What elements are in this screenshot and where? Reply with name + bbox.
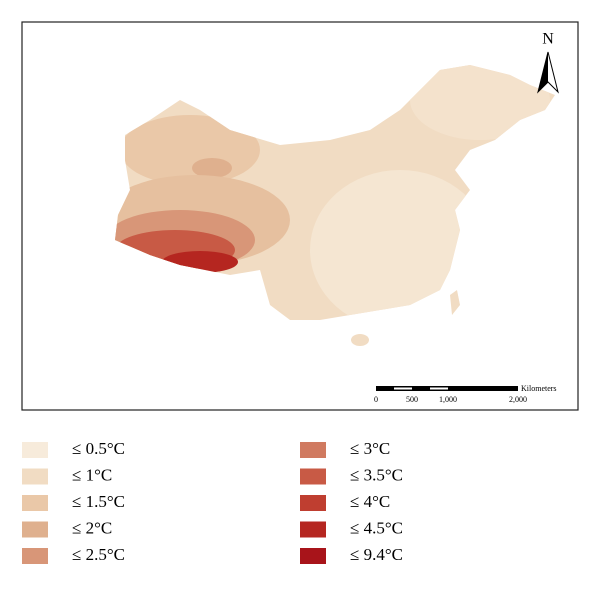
- legend-swatch: [300, 468, 326, 485]
- legend-label: ≤ 1°C: [72, 465, 112, 484]
- legend-swatch: [300, 521, 326, 538]
- legend-swatch: [300, 442, 326, 458]
- legend-swatch: [22, 521, 48, 538]
- legend-swatch: [300, 548, 326, 564]
- scale-unit: Kilometers: [521, 384, 557, 393]
- legend-label: ≤ 9.4°C: [350, 545, 403, 564]
- scale-tick-label: 1,000: [439, 395, 457, 404]
- legend-swatch: [300, 495, 326, 511]
- scale-tick-label: 2,000: [509, 395, 527, 404]
- legend-swatch: [22, 548, 48, 564]
- legend-label: ≤ 1.5°C: [72, 492, 125, 511]
- legend-label: ≤ 4.5°C: [350, 518, 403, 537]
- region: [192, 158, 232, 178]
- legend-swatch: [22, 468, 48, 485]
- legend-label: ≤ 2°C: [72, 518, 112, 537]
- north-arrow: [538, 52, 548, 92]
- legend-label: ≤ 3°C: [350, 439, 390, 458]
- legend-swatch: [22, 442, 48, 458]
- island: [351, 334, 369, 346]
- scale-tick-label: 500: [406, 395, 418, 404]
- legend-label: ≤ 2.5°C: [72, 545, 125, 564]
- island: [450, 290, 460, 315]
- legend-swatch: [22, 495, 48, 511]
- legend-label: ≤ 0.5°C: [72, 439, 125, 458]
- north-label: N: [542, 31, 554, 48]
- region: [410, 65, 550, 140]
- legend-label: ≤ 3.5°C: [350, 465, 403, 484]
- legend-label: ≤ 4°C: [350, 492, 390, 511]
- scale-bar: [376, 386, 518, 391]
- scale-tick-label: 0: [374, 395, 378, 404]
